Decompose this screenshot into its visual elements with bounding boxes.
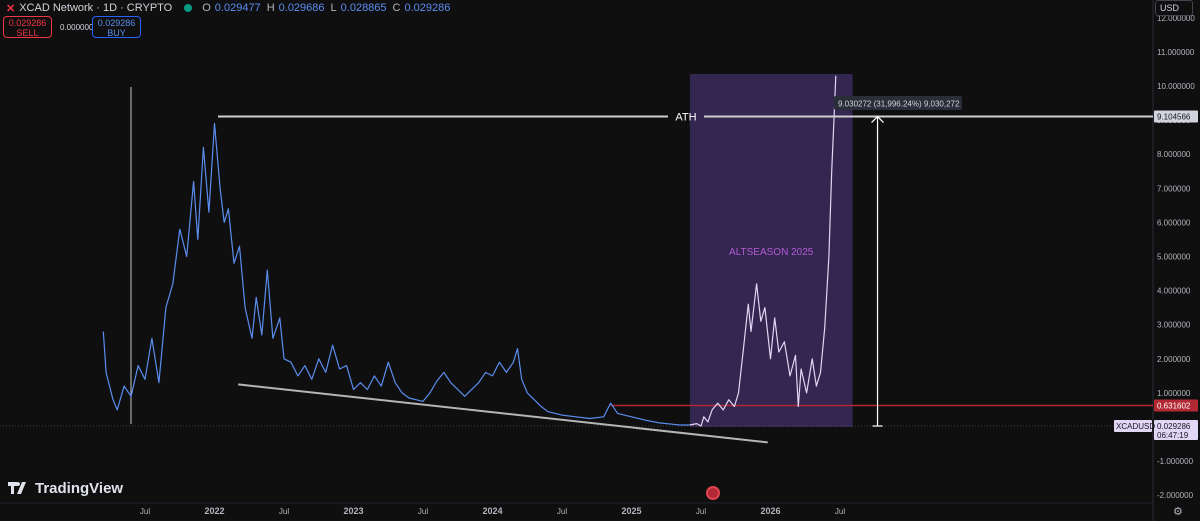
x-tick-label: Jul [140,507,150,516]
measure-label: 9.030272 (31,996.24%) 9,030,272 [838,100,960,109]
close-icon[interactable]: ✕ [6,2,16,15]
tradingview-logo-icon [8,481,30,497]
support-price-badge: 0.631602 [1157,401,1191,410]
price-series-1[interactable] [102,122,690,426]
y-tick-label: 8.000000 [1157,150,1191,159]
tradingview-logo[interactable]: TradingView [8,480,123,497]
x-tick-label: 2025 [621,506,641,516]
current-price-badge-bg [1154,420,1198,441]
y-tick-label: -1.000000 [1157,457,1194,466]
measure-arrow-head [871,115,884,123]
sell-price: 0.029286 [8,18,47,28]
measure-label-box [834,96,962,110]
market-status-icon [184,4,193,12]
open-value: 0.029477 [214,2,261,14]
y-tick-label: 7.000000 [1157,184,1191,193]
y-tick-label: 10.000000 [1157,82,1195,91]
buy-button[interactable]: 0.029286 BUY [92,16,141,38]
sell-button[interactable]: 0.029286 SELL [3,16,52,38]
chart-header: ✕ XCAD Network · 1D · CRYPTO O 0.029477 H… [6,1,452,15]
sell-label: SELL [16,28,39,38]
y-tick-label: -2.000000 [1157,491,1194,500]
x-tick-label: 2024 [482,506,502,516]
altseason-label: ALTSEASON 2025 [729,247,814,258]
y-tick-label: 2.000000 [1157,355,1191,364]
altseason-zone[interactable] [689,74,853,427]
symbol-label-bg [1114,420,1152,433]
settings-gear-icon[interactable]: ⚙ [1173,506,1183,518]
currency-selector[interactable]: USD [1155,0,1193,16]
low-key: L [330,2,337,14]
close-key: C [392,2,401,14]
y-tick-label: 1.000000 [1157,389,1191,398]
high-value: 0.029686 [278,2,325,14]
current-price-badge: 0.029286 [1157,422,1191,431]
x-tick-label: Jul [557,507,567,516]
trendline[interactable] [238,383,768,444]
x-tick-label: Jul [418,507,428,516]
y-tick-label: 3.000000 [1157,321,1191,330]
y-tick-label: 11.000000 [1157,48,1195,57]
ath-price-badge-bg [1154,110,1198,123]
low-value: 0.028865 [340,2,387,14]
x-tick-label: Jul [696,507,706,516]
price-series-2[interactable] [689,75,837,427]
open-key: O [202,2,211,14]
y-tick-label: 6.000000 [1157,218,1191,227]
high-key: H [266,2,275,14]
ath-price-badge: 9.104566 [1157,113,1191,122]
y-tick-label: 4.000000 [1157,287,1191,296]
x-tick-label: 2026 [760,506,780,516]
us-flag-event-icon[interactable] [706,486,720,500]
buy-label: BUY [107,28,126,38]
x-tick-label: 2022 [204,506,224,516]
x-tick-label: 2023 [343,506,363,516]
spread-value: 0.000000 [60,23,94,32]
support-price-badge-bg [1154,399,1198,412]
x-tick-label: Jul [835,507,845,516]
countdown-timer: 06:47:19 [1157,431,1189,440]
y-tick-label: 12.000000 [1157,14,1195,23]
buy-price: 0.029286 [97,18,136,28]
x-tick-label: Jul [279,507,289,516]
close-value: 0.029286 [404,2,451,14]
symbol-label[interactable]: XCADUSD [1116,422,1155,431]
ath-label: ATH [675,112,696,124]
y-tick-label: 5.000000 [1157,253,1191,262]
tradingview-logo-text: TradingView [35,480,124,497]
symbol-title[interactable]: XCAD Network · 1D · CRYPTO [19,2,173,14]
